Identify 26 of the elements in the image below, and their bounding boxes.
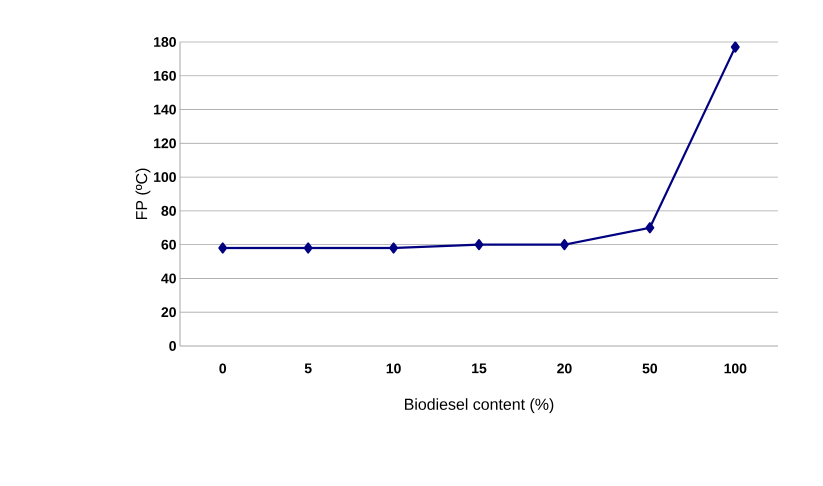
y-tick-label: 60 [161, 240, 176, 250]
x-tick-label: 0 [219, 363, 226, 374]
y-tick-label: 140 [154, 104, 176, 114]
x-tick-label: 20 [557, 363, 572, 374]
y-tick-label: 100 [154, 172, 176, 182]
y-axis-title: FP (ºC) [136, 168, 150, 220]
x-tick-label: 5 [304, 364, 312, 374]
y-tick-label: 120 [154, 138, 176, 148]
point [218, 242, 228, 254]
point [304, 242, 313, 254]
x-axis-title: Biodiesel content (%) [405, 398, 554, 414]
point [474, 239, 484, 250]
point [645, 222, 654, 234]
y-tick-label: 20 [161, 307, 176, 318]
point [389, 242, 398, 254]
x-tick-label: 100 [724, 363, 746, 374]
x-tick-label: 50 [642, 363, 658, 374]
y-tick-label: 0 [169, 341, 176, 351]
x-tick-label: 15 [472, 364, 486, 374]
y-tick-label: 160 [154, 70, 176, 81]
point [730, 41, 740, 53]
y-tick-label: 180 [154, 37, 176, 47]
point [560, 239, 569, 250]
y-tick-label: 40 [161, 273, 176, 284]
y-tick-label: 80 [161, 206, 176, 216]
x-tick-label: 10 [386, 363, 401, 374]
